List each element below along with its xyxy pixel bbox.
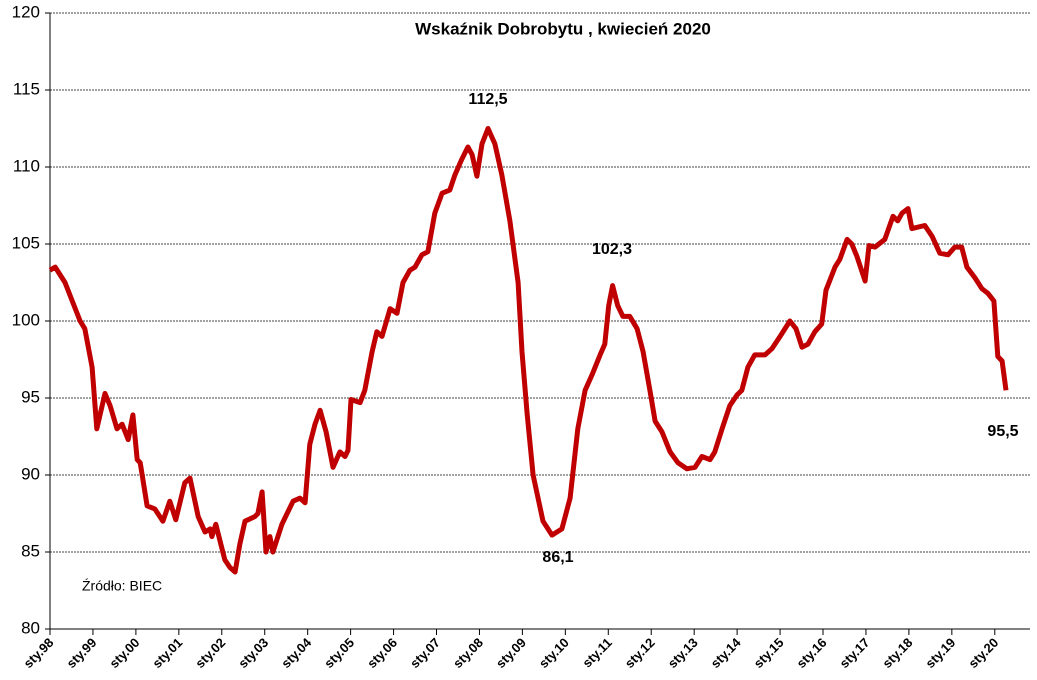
- y-tick-label: 85: [21, 541, 40, 560]
- x-tick-label: sty.03: [235, 635, 271, 671]
- annotation: 102,3: [592, 241, 632, 258]
- x-tick-label: sty.08: [450, 635, 486, 671]
- data-line: [48, 126, 1009, 575]
- x-tick-label: sty.16: [794, 635, 830, 671]
- y-tick-label: 80: [21, 618, 40, 637]
- x-tick-label: sty.04: [278, 634, 315, 671]
- x-tick-label: sty.99: [64, 635, 100, 671]
- x-tick-label: sty.10: [536, 635, 572, 671]
- y-tick-label: 95: [21, 387, 40, 406]
- x-tick-label: sty.01: [149, 635, 185, 671]
- x-tick-label: sty.19: [922, 635, 958, 671]
- chart-title: Wskaźnik Dobrobytu , kwiecień 2020: [415, 19, 711, 38]
- x-tick-label: sty.06: [364, 635, 400, 671]
- y-tick-label: 100: [12, 310, 40, 329]
- x-tick-label: sty.00: [106, 635, 142, 671]
- x-tick-label: sty.02: [192, 635, 228, 671]
- annotation: 112,5: [468, 91, 507, 108]
- x-tick-label: sty.11: [579, 635, 614, 670]
- x-tick-label: sty.15: [751, 635, 787, 671]
- x-tick-label: sty.14: [708, 634, 745, 671]
- x-tick-label: sty.20: [965, 635, 1001, 671]
- x-tick-label: sty.05: [321, 635, 357, 671]
- annotation: 95,5: [987, 423, 1018, 440]
- annotation: 86,1: [542, 549, 573, 566]
- x-tick-label: sty.98: [21, 635, 57, 671]
- y-tick-label: 110: [13, 156, 40, 175]
- y-tick-label: 105: [12, 233, 40, 252]
- x-tick-label: sty.12: [622, 635, 658, 671]
- y-tick-label: 90: [21, 464, 40, 483]
- x-tick-label: sty.13: [665, 635, 701, 671]
- x-tick-label: sty.17: [837, 635, 873, 671]
- x-tick-label: sty.18: [879, 635, 915, 671]
- source-note: Źródło: BIEC: [82, 578, 162, 594]
- y-tick-label: 115: [13, 79, 40, 98]
- y-tick-label: 120: [12, 2, 40, 21]
- x-tick-label: sty.07: [407, 635, 443, 671]
- x-tick-label: sty.09: [493, 635, 529, 671]
